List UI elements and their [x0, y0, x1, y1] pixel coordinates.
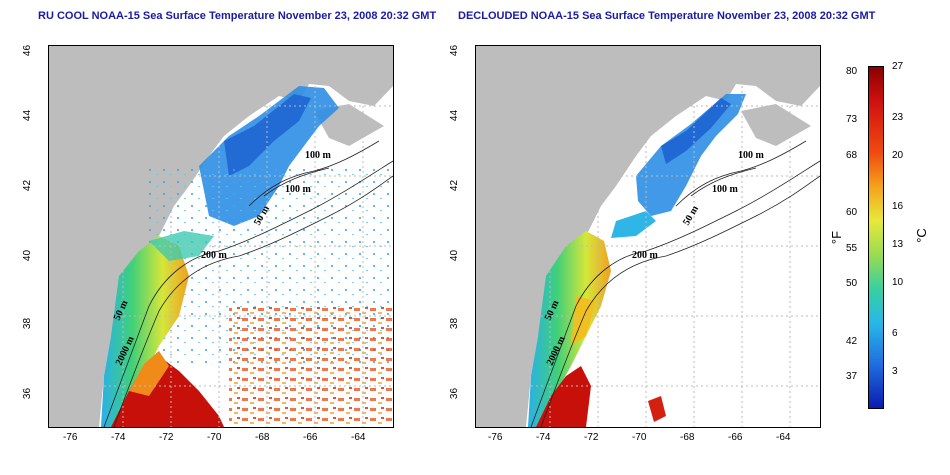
y-tick: 36	[22, 387, 34, 400]
celsius-tick: 27	[892, 61, 904, 72]
temperature-colorbar	[868, 66, 884, 409]
x-tick: -70	[207, 432, 222, 443]
y-tick: 42	[22, 179, 34, 192]
left-map-title: RU COOL NOAA-15 Sea Surface Temperature …	[38, 10, 437, 22]
fahrenheit-label: °F	[829, 230, 845, 245]
x-tick: -68	[255, 432, 270, 443]
celsius-tick: 20	[892, 150, 904, 161]
x-tick: -72	[159, 432, 174, 443]
x-tick: -66	[303, 432, 318, 443]
y-tick: 46	[22, 44, 34, 57]
gulf-of-maine-water	[636, 94, 746, 216]
bathymetry-contours	[103, 140, 393, 427]
fahrenheit-tick: 60	[846, 207, 858, 218]
contour-label: 50 m	[681, 203, 701, 227]
x-tick: -64	[776, 432, 791, 443]
x-tick: -68	[680, 432, 695, 443]
y-tick: 44	[449, 109, 461, 122]
fahrenheit-tick: 73	[846, 114, 858, 125]
fahrenheit-tick: 55	[846, 243, 858, 254]
right-map-title: DECLOUDED NOAA-15 Sea Surface Temperatur…	[458, 10, 876, 22]
contour-label: 200 m	[632, 250, 659, 261]
y-tick: 36	[449, 387, 461, 400]
contour-label: 100 m	[305, 150, 332, 161]
fahrenheit-tick: 50	[846, 278, 858, 289]
celsius-tick: 23	[892, 112, 904, 123]
fahrenheit-tick: 42	[846, 336, 858, 347]
y-tick: 44	[22, 109, 34, 122]
right-sst-map: 100 m 100 m 50 m 200 m 50 m 2000 m	[475, 45, 821, 428]
y-tick: 40	[449, 249, 461, 262]
y-tick: 46	[449, 44, 461, 57]
left-sst-map: 100 m 100 m 50 m 200 m 50 m 2000 m	[48, 45, 394, 428]
x-tick: -76	[63, 432, 78, 443]
x-tick: -64	[351, 432, 366, 443]
x-tick: -72	[584, 432, 599, 443]
contour-label: 100 m	[712, 184, 739, 195]
x-tick: -74	[111, 432, 126, 443]
y-tick: 42	[449, 179, 461, 192]
mid-atlantic-shelf-water	[101, 236, 189, 427]
contour-label: 200 m	[201, 250, 228, 261]
x-tick: -66	[728, 432, 743, 443]
celsius-label: °C	[913, 228, 929, 243]
bathymetry-contours	[530, 140, 820, 427]
gulf-stream-warm-water	[111, 356, 224, 427]
mid-atlantic-shelf-water	[528, 231, 611, 427]
x-tick: -76	[488, 432, 503, 443]
fahrenheit-tick: 37	[846, 371, 858, 382]
y-tick: 38	[22, 317, 34, 330]
x-tick: -70	[632, 432, 647, 443]
celsius-tick: 6	[892, 328, 898, 339]
celsius-tick: 13	[892, 239, 904, 250]
fahrenheit-tick: 68	[846, 150, 858, 161]
y-tick: 40	[22, 249, 34, 262]
fahrenheit-tick: 80	[846, 66, 858, 77]
land-mass	[476, 46, 820, 427]
y-tick: 38	[449, 317, 461, 330]
celsius-tick: 16	[892, 201, 904, 212]
celsius-tick: 3	[892, 366, 898, 377]
contour-label: 100 m	[285, 184, 312, 195]
celsius-tick: 10	[892, 277, 904, 288]
x-tick: -74	[536, 432, 551, 443]
contour-label: 100 m	[738, 150, 765, 161]
